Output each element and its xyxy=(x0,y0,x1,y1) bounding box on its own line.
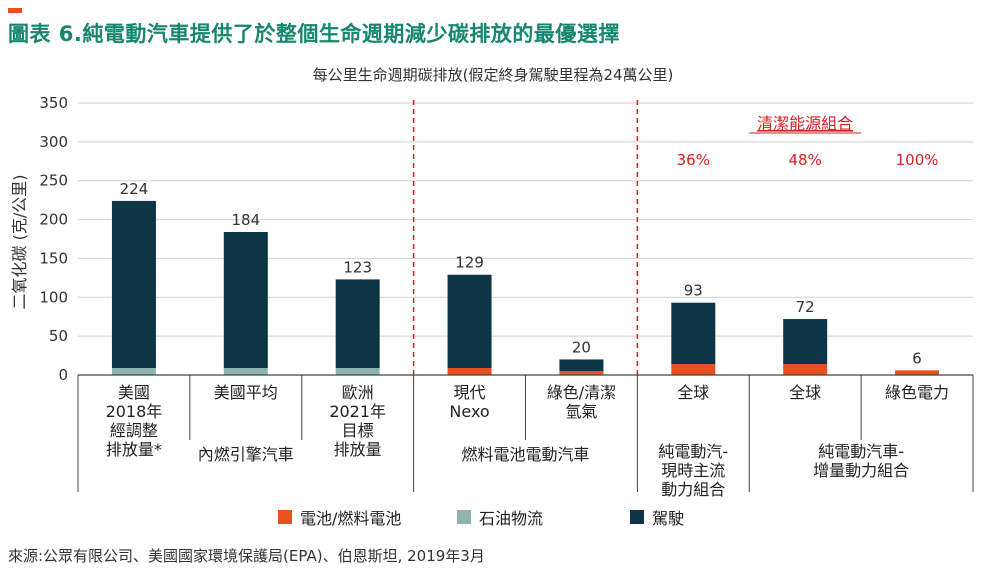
x-tick-label: 現代 Nexo xyxy=(449,383,489,421)
x-tick-label: 綠色/清潔氫氣 xyxy=(547,383,616,421)
x-tick-label: 美國 2018年經調整排放量* xyxy=(106,383,163,459)
bar-segment-oil xyxy=(111,368,156,375)
legend-swatch-oil xyxy=(457,510,471,524)
source-note: 來源:公眾有限公司、美國國家環境保護局(EPA)、伯恩斯坦, 2019年3月 xyxy=(8,547,485,565)
legend: 電池/燃料電池 石油物流 駕駛 xyxy=(0,505,986,529)
bar-segment-battery xyxy=(895,370,940,375)
bar-segment-driving xyxy=(447,274,492,369)
group-label: 純電動汽車-增量動力組合 xyxy=(813,442,909,480)
x-tick-label: 美國平均 xyxy=(214,383,278,402)
clean-energy-share: 48% xyxy=(789,151,822,169)
y-tick-label: 250 xyxy=(39,172,68,190)
page-title: 圖表 6.純電動汽車提供了於整個生命週期減少碳排放的最優選擇 xyxy=(8,22,620,46)
legend-label-battery: 電池/燃料電池 xyxy=(300,509,402,528)
legend-item-driving: 駕駛 xyxy=(630,505,684,529)
data-label: 72 xyxy=(796,298,815,316)
accent-bar xyxy=(8,8,22,13)
data-label: 6 xyxy=(912,349,922,367)
legend-swatch-driving xyxy=(630,510,644,524)
data-label: 93 xyxy=(684,282,703,300)
x-tick-label: 全球 xyxy=(677,383,709,402)
x-tick-label: 全球 xyxy=(789,383,821,402)
bar-segment-battery xyxy=(559,371,604,375)
bar-segment-driving xyxy=(783,319,828,365)
legend-item-oil: 石油物流 xyxy=(457,505,543,529)
y-tick-label: 100 xyxy=(39,288,68,306)
clean-energy-share: 36% xyxy=(677,151,710,169)
group-label: 燃料電池電動汽車 xyxy=(461,445,589,464)
legend-swatch-battery xyxy=(278,510,292,524)
data-label: 129 xyxy=(455,254,484,272)
data-label: 184 xyxy=(231,211,260,229)
bar-segment-oil xyxy=(223,368,268,375)
bar-segment-battery xyxy=(671,364,716,375)
bar-segment-driving xyxy=(335,279,380,369)
clean-energy-title: 清潔能源組合 xyxy=(757,114,853,133)
group-label: 內燃引擎汽車 xyxy=(198,445,294,464)
clean-energy-share: 100% xyxy=(896,151,939,169)
legend-label-driving: 駕駛 xyxy=(652,509,685,528)
bar-segment-battery xyxy=(783,364,828,375)
data-label: 20 xyxy=(572,338,591,356)
bar-segment-driving xyxy=(559,359,604,372)
legend-item-battery: 電池/燃料電池 xyxy=(278,505,401,529)
y-tick-label: 300 xyxy=(39,133,68,151)
legend-label-oil: 石油物流 xyxy=(479,509,544,528)
chart-subtitle: 每公里生命週期碳排放(假定終身駕駛里程為24萬公里) xyxy=(312,66,674,84)
y-tick-label: 0 xyxy=(58,366,68,384)
bar-segment-oil xyxy=(335,368,380,375)
bar-segment-driving xyxy=(671,302,716,365)
y-tick-label: 50 xyxy=(49,327,68,345)
chart: 0 50 100 150 200 250 300 350 224 184 123 129 20 93 72 6… xyxy=(39,94,974,499)
group-label: 純電動汽-現時主流動力組合 xyxy=(658,442,728,499)
y-tick-label: 350 xyxy=(39,94,68,112)
bar-segment-battery xyxy=(447,368,492,375)
bar-segment-driving xyxy=(223,232,268,369)
y-tick-label: 150 xyxy=(39,249,68,267)
x-tick-label: 歐洲 2021年目標排放量 xyxy=(329,383,386,459)
data-label: 224 xyxy=(120,180,149,198)
y-tick-label: 200 xyxy=(39,211,68,229)
bar-segment-driving xyxy=(111,200,156,369)
data-label: 123 xyxy=(343,258,372,276)
x-tick-label: 綠色電力 xyxy=(885,383,949,402)
